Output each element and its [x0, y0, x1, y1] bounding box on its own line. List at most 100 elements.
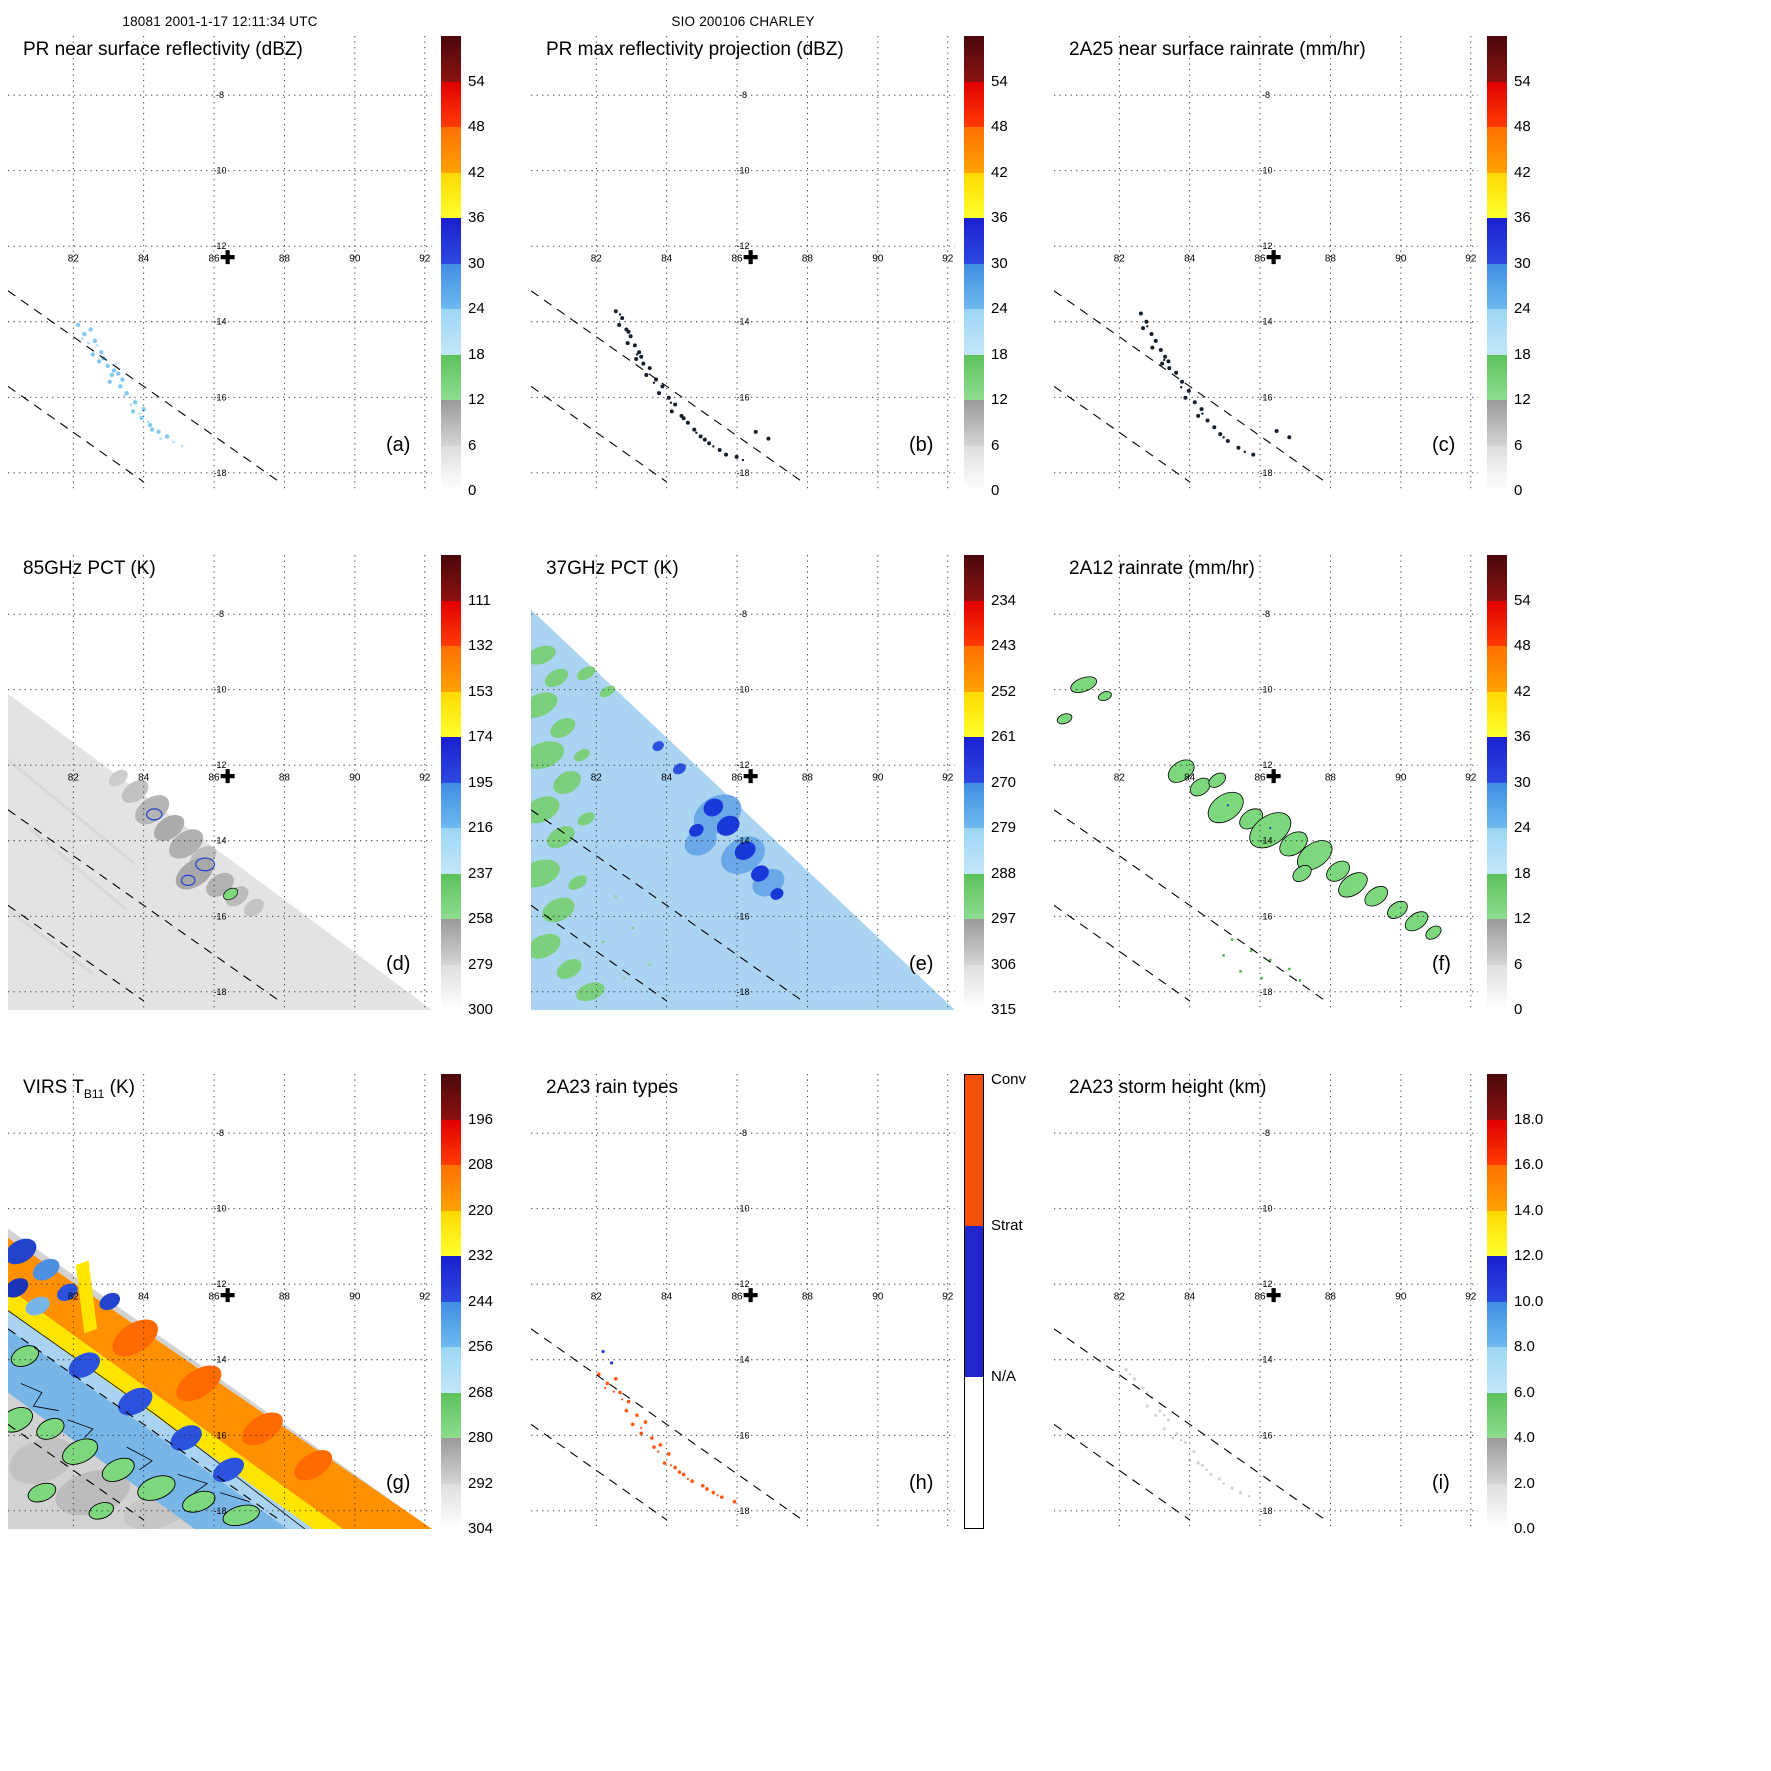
- colorbar-segment: [441, 1074, 461, 1120]
- colorbar-bar: [1487, 555, 1507, 1010]
- colorbar-tick-label: 16.0: [1514, 1156, 1544, 1173]
- colorbar-segment: [441, 127, 461, 173]
- panel-letter: (f): [1432, 953, 1451, 975]
- lon-label: 88: [1325, 253, 1337, 264]
- colorbar-segment: [964, 400, 984, 446]
- colorbar-segment: [1487, 36, 1507, 82]
- panel-letter: (i): [1432, 1472, 1450, 1494]
- colorbar-category-label: N/A: [991, 1368, 1017, 1386]
- lat-label: -18: [1259, 1506, 1272, 1516]
- lat-label: -18: [213, 1506, 226, 1516]
- colorbar-segment: [1487, 1438, 1507, 1484]
- lon-label: 90: [349, 253, 361, 264]
- colorbar-segment: [441, 1256, 461, 1302]
- colorbar-tick-label: 196: [468, 1110, 494, 1128]
- colorbar-tick-label: 36: [468, 209, 485, 226]
- lat-label: -8: [1262, 90, 1270, 100]
- colorbar-segment: [964, 646, 984, 692]
- map-canvas: 82 84 86 88 90 92 -8 -10 -12 -14 -16 -18: [531, 555, 955, 1010]
- header-orbit-timestamp: 18081 2001-1-17 12:11:34 UTC: [122, 14, 318, 29]
- colorbar-segment: [1487, 1165, 1507, 1211]
- colorbar-tick-label: 48: [1514, 118, 1531, 135]
- colorbar-tick-label: 2.0: [1514, 1474, 1535, 1492]
- colorbar-tick-label: 30: [1514, 254, 1531, 272]
- colorbar-tick-label: 10.0: [1514, 1292, 1544, 1310]
- swath-edge-lines: [8, 1328, 280, 1521]
- colorbar-segment: [441, 828, 461, 874]
- colorbar-tick-label: 54: [1514, 591, 1531, 609]
- colorbar-tick-label: 315: [991, 1001, 1017, 1018]
- colorbar-segment: [441, 919, 461, 965]
- panel-title-text: PR near surface reflectivity (dBZ): [23, 39, 303, 60]
- colorbar-segment: [1487, 445, 1507, 491]
- colorbar-segment: [441, 354, 461, 400]
- map-canvas: 82 84 86 88 90 92 -8 -10 -12 -14 -16 -18: [8, 1074, 432, 1529]
- lon-label: 88: [802, 772, 814, 783]
- colorbar-segment: [1487, 873, 1507, 919]
- storm-center-marker: [220, 769, 235, 784]
- colorbar-segment: [1487, 309, 1507, 355]
- storm-center-marker: [220, 250, 235, 265]
- lon-label: 82: [591, 253, 603, 264]
- colorbar-segment: [1487, 81, 1507, 127]
- lon-label: 86: [209, 253, 221, 264]
- colorbar-tick-label: 42: [991, 163, 1008, 181]
- colorbar-tick-label: 0: [1514, 482, 1523, 499]
- colorbar-tick-label: 268: [468, 1383, 494, 1401]
- colorbar-segment: [964, 172, 984, 218]
- colorbar-category-label: Strat: [991, 1216, 1023, 1234]
- lon-label: 88: [1325, 772, 1337, 783]
- colorbar-segment: [441, 1119, 461, 1165]
- colorbar-tick-label: 258: [468, 910, 494, 927]
- panel-title-subscript: B11: [83, 1086, 105, 1101]
- lon-label: 90: [872, 1291, 884, 1302]
- colorbar-bar: [441, 1074, 461, 1529]
- lat-label: -14: [736, 317, 749, 327]
- lat-label: -18: [213, 468, 226, 478]
- lon-label: 90: [349, 772, 361, 783]
- colorbar-segment: [964, 263, 984, 309]
- colorbar-bar: [964, 555, 984, 1010]
- panel-title-text: 2A23 storm height (km): [1069, 1077, 1267, 1098]
- colorbar-segment: [1487, 737, 1507, 783]
- colorbar-segment: [441, 1392, 461, 1438]
- lat-label: -16: [1259, 1430, 1272, 1440]
- colorbar-segment: [964, 309, 984, 355]
- lat-label: -14: [1259, 1355, 1272, 1365]
- colorbar-tick-label: 48: [991, 118, 1008, 135]
- lon-label: 88: [279, 772, 291, 783]
- colorbar-tick-label: 6.0: [1514, 1383, 1535, 1401]
- colorbar-segment: [1487, 646, 1507, 692]
- lon-label: 88: [802, 1291, 814, 1302]
- lon-label: 86: [1255, 1291, 1267, 1302]
- panel-title: PR near surface reflectivity (dBZ): [23, 39, 303, 63]
- storm-center-marker: [1266, 250, 1281, 265]
- map-canvas: 82 84 86 88 90 92 -8 -10 -12 -14 -16 -18: [1054, 36, 1478, 491]
- lat-label: -12: [1259, 760, 1272, 770]
- colorbar-labels: 0 6 12 18 24 30 36 42 48 54: [1514, 36, 1566, 500]
- colorbar-segment: [441, 1165, 461, 1211]
- lon-label: 82: [1114, 772, 1126, 783]
- panel: 82 84 86 88 90 92 -8 -10 -12 -14 -16 -18 PR near su…: [8, 36, 531, 555]
- lon-label: 84: [138, 1291, 150, 1302]
- lat-label: -18: [1259, 987, 1272, 997]
- lon-label: 92: [419, 1291, 431, 1302]
- colorbar-tick-label: 237: [468, 864, 494, 882]
- panel-letter: (a): [386, 434, 411, 456]
- colorbar-tick-label: 18: [991, 345, 1008, 363]
- colorbar-tick-label: 24: [1514, 819, 1531, 836]
- data-layer: [1124, 1368, 1251, 1498]
- colorbar-segment: [441, 218, 461, 264]
- data-layer: [1138, 311, 1292, 457]
- colorbar-tick-label: 12.0: [1514, 1247, 1544, 1264]
- lat-label: -8: [216, 90, 224, 100]
- colorbar-segment: [964, 354, 984, 400]
- colorbar-tick-label: 111: [468, 591, 491, 609]
- lat-label: -12: [1259, 241, 1272, 251]
- colorbar-tick-label: 36: [1514, 209, 1531, 226]
- lon-label: 82: [591, 772, 603, 783]
- lat-label: -8: [216, 609, 224, 619]
- colorbar-tick-label: 304: [468, 1520, 494, 1537]
- colorbar-tick-label: 18: [1514, 864, 1531, 882]
- storm-center-marker: [743, 1288, 758, 1303]
